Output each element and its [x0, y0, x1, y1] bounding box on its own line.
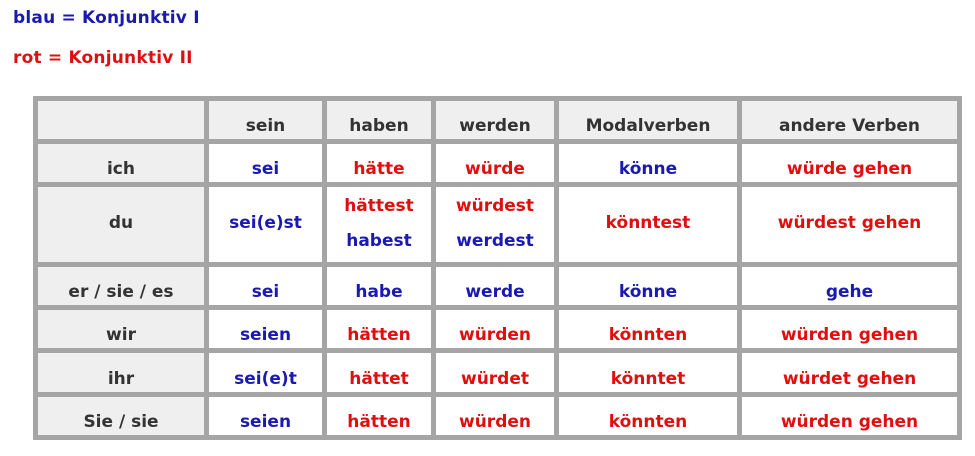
- legend-konjunktiv-2: rot = Konjunktiv II: [13, 48, 193, 68]
- verb-form: hätte: [353, 159, 405, 180]
- verb-form: hättet: [349, 368, 409, 389]
- verb-form: würdet gehen: [782, 368, 917, 389]
- verb-form: könnten: [608, 412, 688, 432]
- table-row: wir seien hätten würden könnten würden gehen: [38, 310, 957, 349]
- verb-form: werde: [465, 282, 525, 303]
- table-cell: werde: [436, 266, 554, 306]
- table-row: er / sie / es sei habe werde könne gehe: [38, 266, 957, 306]
- verb-form: seien: [239, 325, 292, 346]
- verb-form: würden gehen: [780, 325, 919, 346]
- verb-form: könntest: [605, 213, 691, 234]
- verb-form: könne: [618, 159, 678, 180]
- table-cell: könne: [559, 266, 737, 306]
- table-cell: könnten: [559, 396, 737, 435]
- table-cell: sei(e)t: [209, 353, 322, 392]
- table-cell: sei(e)st: [209, 187, 322, 262]
- verb-form: sei(e)st: [229, 213, 302, 234]
- table-cell: seien: [209, 310, 322, 349]
- table-cell: würdest werdest: [436, 187, 554, 262]
- table-row: Sie / sie seien hätten würden könnten würden …: [38, 396, 957, 435]
- column-header: werden: [436, 101, 554, 139]
- verb-form: hättest: [344, 195, 414, 216]
- verb-form: könne: [618, 282, 678, 303]
- row-pronoun: Sie / sie: [38, 396, 204, 435]
- row-pronoun: wir: [38, 310, 204, 349]
- table-cell: sei: [209, 266, 322, 306]
- verb-form: würde: [465, 159, 525, 180]
- table-cell: sei: [209, 144, 322, 183]
- table-cell: hätte: [327, 144, 431, 183]
- verb-form: seien: [239, 412, 292, 432]
- column-header: sein: [209, 101, 322, 139]
- table-cell: seien: [209, 396, 322, 435]
- table-cell: würdest gehen: [742, 187, 957, 262]
- table-cell: könntet: [559, 353, 737, 392]
- verb-form: hätten: [347, 325, 411, 346]
- table-row: ihr sei(e)t hättet würdet könntet würdet gehe…: [38, 353, 957, 392]
- verb-form: würden: [459, 412, 531, 432]
- verb-form: sei: [251, 159, 280, 180]
- column-header: Modalverben: [559, 101, 737, 139]
- row-pronoun: ich: [38, 144, 204, 183]
- row-pronoun: ihr: [38, 353, 204, 392]
- table-cell: würden gehen: [742, 310, 957, 349]
- verb-form: habe: [355, 282, 403, 303]
- table-cell: würdet gehen: [742, 353, 957, 392]
- table-cell: hättet: [327, 353, 431, 392]
- verb-form: würdet: [460, 368, 530, 389]
- verb-form: gehe: [825, 282, 874, 303]
- column-header: andere Verben: [742, 101, 957, 139]
- verb-form: könntet: [610, 368, 686, 389]
- row-pronoun: er / sie / es: [38, 266, 204, 306]
- table-cell: hätten: [327, 396, 431, 435]
- table-cell: würdet: [436, 353, 554, 392]
- verb-form: würdest: [455, 195, 535, 216]
- verb-form: hätten: [347, 412, 411, 432]
- table-cell: würde: [436, 144, 554, 183]
- header-row: sein haben werden Modalverben andere Ver…: [38, 101, 957, 139]
- table-cell: könntest: [559, 187, 737, 262]
- table-cell: gehe: [742, 266, 957, 306]
- table-cell: hätten: [327, 310, 431, 349]
- verb-form: würden gehen: [780, 412, 919, 432]
- verb-form: würden: [459, 325, 531, 346]
- corner-cell: [38, 101, 204, 139]
- table-cell: könne: [559, 144, 737, 183]
- table-row: ich sei hätte würde könne würde gehen: [38, 144, 957, 183]
- table-cell: habe: [327, 266, 431, 306]
- table-row: du sei(e)st hättest habest würdest werdest kön…: [38, 187, 957, 262]
- column-header: haben: [327, 101, 431, 139]
- table-cell: würden gehen: [742, 396, 957, 435]
- table-cell: könnten: [559, 310, 737, 349]
- table-cell: würden: [436, 310, 554, 349]
- verb-form: werdest: [456, 230, 534, 251]
- legend-konjunktiv-1: blau = Konjunktiv I: [13, 8, 200, 28]
- verb-form: würdest gehen: [777, 213, 922, 234]
- verb-form: könnten: [608, 325, 688, 346]
- table-cell: würden: [436, 396, 554, 435]
- row-pronoun: du: [38, 187, 204, 262]
- verb-form: sei(e)t: [234, 368, 297, 389]
- verb-form: sei: [251, 282, 280, 303]
- table-cell: würde gehen: [742, 144, 957, 183]
- verb-form: habest: [346, 230, 412, 251]
- table-cell: hättest habest: [327, 187, 431, 262]
- conjugation-table: sein haben werden Modalverben andere Ver…: [33, 96, 962, 440]
- verb-form: würde gehen: [786, 159, 913, 180]
